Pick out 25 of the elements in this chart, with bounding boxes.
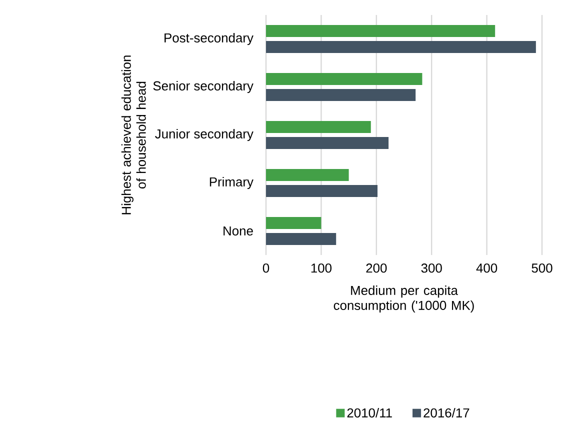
y-axis-title: Highest achieved education of household head	[121, 56, 146, 214]
bar	[266, 25, 496, 37]
y-tick-label: Post-secondary	[164, 32, 254, 46]
bar	[266, 121, 371, 133]
bar	[266, 233, 336, 246]
y-tick-label: Junior secondary	[155, 128, 254, 142]
x-axis-title: Medium per capita consumption ('1000 MK)	[334, 286, 474, 313]
bar	[266, 89, 416, 101]
x-tick-label: 100	[311, 264, 332, 273]
x-tick-label: 300	[421, 264, 442, 273]
bar	[266, 41, 536, 53]
x-tick-label: 500	[532, 264, 552, 273]
legend-label: 2010/11	[347, 408, 392, 418]
x-tick-label: 0	[262, 264, 270, 273]
bar	[266, 169, 349, 181]
bar	[266, 73, 422, 85]
legend-label: 2016/17	[424, 408, 470, 418]
y-tick-label: Primary	[210, 176, 254, 190]
bar	[266, 137, 389, 149]
bar	[266, 185, 378, 198]
x-tick-label: 400	[476, 264, 498, 273]
bar	[266, 217, 322, 230]
y-tick-label: Senior secondary	[153, 80, 254, 94]
x-tick-label: 200	[366, 264, 387, 273]
y-tick-label: None	[224, 226, 253, 236]
